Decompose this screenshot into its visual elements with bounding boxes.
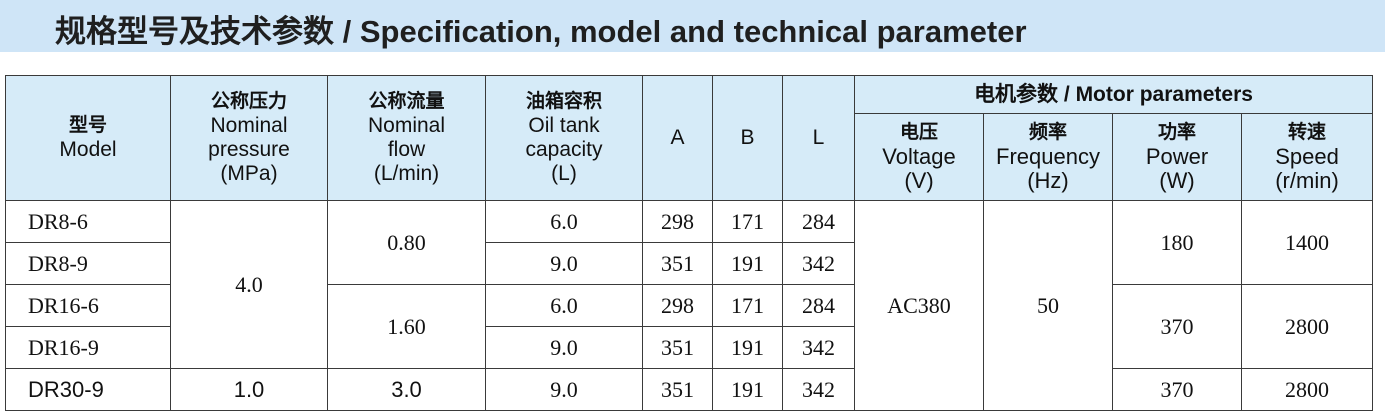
header-en: (r/min) (1275, 168, 1339, 193)
cell: 342 (782, 242, 855, 285)
cell: 370 (1112, 284, 1242, 369)
header-cell: A (642, 75, 713, 201)
header-zh: 转速 (1288, 122, 1327, 143)
header-cell: 公称压力 Nominal pressure (MPa) (170, 75, 328, 201)
cell: 2800 (1240, 284, 1374, 369)
cell: 342 (782, 326, 855, 369)
header-en: Power (1145, 144, 1209, 169)
cell: 0.80 (327, 200, 486, 285)
header-en: (MPa) (220, 162, 278, 185)
cell: 284 (782, 284, 855, 327)
header-en: Frequency (996, 144, 1100, 169)
spec-table: 型号 Model 公称压力 Nominal pressure (MPa) 公称流量 Nom… (5, 75, 1374, 411)
group-header: 电机参数 / Motor parameters (853, 75, 1374, 114)
header-en: pressure (208, 138, 290, 161)
header-zh: 电压 (899, 122, 938, 143)
header-en: flow (387, 138, 426, 161)
header-en: (L) (551, 162, 577, 185)
cell: 4.0 (170, 200, 328, 369)
cell: 171 (712, 200, 783, 243)
cell: 1.60 (327, 284, 486, 369)
cell: 351 (642, 368, 713, 411)
header-en: Voltage (882, 144, 956, 169)
cell: 351 (642, 326, 713, 369)
cell: 1.0 (170, 368, 328, 411)
cell: DR30-9 (5, 368, 171, 411)
cell: 191 (712, 326, 783, 369)
header-zh: 公称压力 (210, 91, 287, 112)
header-en: Nominal (367, 114, 446, 137)
header-cell: 频率 Frequency (Hz) (983, 113, 1113, 201)
header-zh: 公称流量 (368, 91, 445, 112)
cell: AC380 (854, 200, 984, 411)
cell: DR8-9 (5, 242, 171, 285)
cell: 370 (1112, 368, 1242, 411)
header-cell: L (782, 75, 855, 201)
cell: 6.0 (485, 284, 643, 327)
header-en: capacity (525, 138, 603, 161)
header-zh: 频率 (1028, 122, 1067, 143)
cell: 9.0 (485, 368, 643, 411)
cell: 3.0 (327, 368, 486, 411)
header-cell: B (712, 75, 783, 201)
header-cell: 油箱容积 Oil tank capacity (L) (485, 75, 643, 201)
cell: 191 (712, 368, 783, 411)
header-en: Model (59, 138, 117, 161)
header-cell: 电压 Voltage (V) (854, 113, 984, 201)
header-en: (W) (1159, 168, 1195, 193)
header-en: (L/min) (373, 162, 440, 185)
cell: 298 (642, 284, 713, 327)
header-zh: 功率 (1157, 122, 1196, 143)
cell: DR8-6 (5, 200, 171, 243)
header-zh: 油箱容积 (525, 91, 602, 112)
cell: 1400 (1240, 200, 1374, 285)
cell: 2800 (1240, 368, 1374, 411)
header-cell: 功率 Power (W) (1112, 113, 1242, 201)
cell: 50 (983, 200, 1113, 411)
header-en: Speed (1275, 144, 1339, 169)
header-en: Nominal (210, 114, 288, 137)
cell: 9.0 (485, 242, 643, 285)
cell: 180 (1112, 200, 1242, 285)
header-cell: 型号 Model (5, 75, 171, 201)
cell: 342 (782, 368, 855, 411)
cell: DR16-9 (5, 326, 171, 369)
title-banner: 规格型号及技术参数 / Specification, model and tec… (0, 0, 1385, 52)
header-en: Oil tank (528, 114, 600, 137)
header-en: (Hz) (1027, 168, 1069, 193)
title: 规格型号及技术参数 / Specification, model and tec… (55, 14, 1027, 49)
header-en: (V) (904, 168, 934, 193)
cell: 298 (642, 200, 713, 243)
cell: 171 (712, 284, 783, 327)
cell: 9.0 (485, 326, 643, 369)
cell: 284 (782, 200, 855, 243)
cell: DR16-6 (5, 284, 171, 327)
header-cell: 公称流量 Nominal flow (L/min) (327, 75, 486, 201)
header-zh: 型号 (68, 115, 107, 136)
cell: 6.0 (485, 200, 643, 243)
cell: 351 (642, 242, 713, 285)
header-cell: 转速 Speed (r/min) (1240, 113, 1374, 201)
cell: 191 (712, 242, 783, 285)
